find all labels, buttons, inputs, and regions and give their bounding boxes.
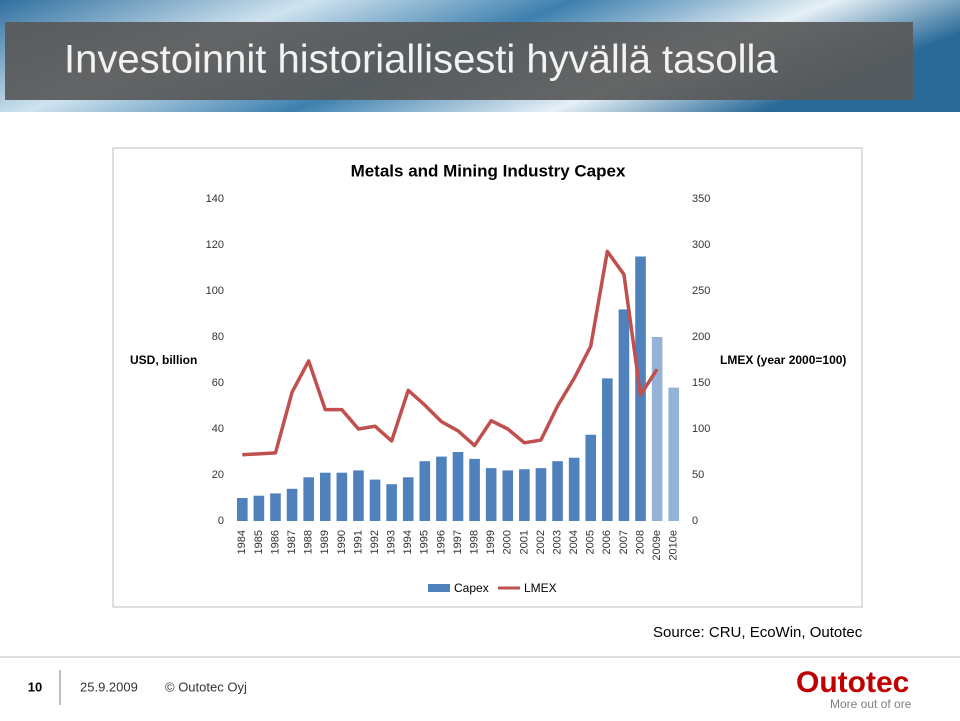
y-tick-label: 40 [212, 423, 224, 435]
y-axis-label: USD, billion [130, 353, 197, 367]
y2-tick-label: 350 [692, 193, 710, 205]
bar [270, 493, 281, 521]
x-tick-label: 1993 [386, 530, 398, 554]
y-tick-label: 0 [218, 515, 224, 527]
bar [618, 309, 630, 521]
y-tick-label: 60 [212, 377, 224, 389]
x-tick-label: 1989 [319, 530, 331, 554]
legend-label: Capex [454, 581, 489, 595]
footer-copyright: © Outotec Oyj [165, 679, 247, 694]
logo: Outotec [796, 666, 909, 699]
x-tick-label: 1985 [253, 530, 265, 554]
chart-frame [112, 147, 863, 608]
y-tick-label: 100 [206, 285, 224, 297]
legend-swatch [428, 584, 450, 592]
bar [651, 337, 663, 521]
x-tick-label: 2003 [551, 530, 563, 554]
slide-title: Investoinnit historiallisesti hyvällä ta… [64, 38, 778, 82]
x-tick-label: 2009e [651, 530, 663, 561]
line [242, 249, 659, 457]
bar [502, 470, 514, 521]
x-tick-label: 1998 [468, 530, 480, 554]
x-tick-label: 1999 [485, 530, 497, 554]
y2-tick-label: 150 [692, 377, 710, 389]
bar [452, 452, 464, 521]
x-tick-label: 1996 [435, 530, 447, 554]
x-tick-label: 2001 [518, 530, 530, 554]
y2-tick-label: 100 [692, 423, 710, 435]
bar [402, 477, 414, 521]
bar [535, 468, 547, 521]
logo-tagline: More out of ore [830, 697, 912, 711]
x-tick-label: 2007 [618, 530, 630, 554]
bar [585, 434, 597, 521]
bar [436, 456, 447, 521]
y2-tick-label: 50 [692, 469, 704, 481]
x-tick-label: 2005 [585, 530, 597, 554]
x-tick-label: 1988 [303, 530, 315, 554]
x-tick-label: 2010e [668, 530, 680, 561]
bar [353, 470, 364, 521]
bar [602, 378, 613, 521]
bar [253, 495, 265, 521]
x-tick-label: 2006 [601, 530, 613, 554]
chart-title: Metals and Mining Industry Capex [351, 161, 626, 180]
bar [419, 461, 431, 521]
y2-tick-label: 250 [692, 285, 710, 297]
y-tick-label: 140 [206, 193, 224, 205]
bar [485, 468, 497, 521]
x-tick-label: 1995 [419, 530, 431, 554]
y-tick-label: 80 [212, 331, 224, 343]
x-tick-label: 2002 [535, 530, 547, 554]
bar [668, 387, 680, 521]
source: Source: CRU, EcoWin, Outotec [653, 624, 863, 641]
x-tick-label: 1997 [452, 530, 464, 554]
x-tick-label: 1984 [236, 530, 248, 554]
y-tick-label: 120 [206, 239, 224, 251]
x-tick-label: 1986 [269, 530, 281, 554]
x-tick-label: 1994 [402, 530, 414, 554]
bar [469, 458, 480, 521]
title-box [5, 22, 913, 100]
y2-axis-label: LMEX (year 2000=100) [720, 353, 846, 367]
bar [286, 488, 298, 521]
x-tick-label: 2000 [502, 530, 514, 554]
bar [303, 477, 314, 521]
bar [336, 472, 348, 521]
bar [236, 498, 248, 521]
y2-tick-label: 200 [692, 331, 710, 343]
y2-tick-label: 0 [692, 515, 698, 527]
x-tick-label: 1987 [286, 530, 298, 554]
bar [552, 461, 563, 521]
page-number: 10 [28, 679, 42, 694]
y-tick-label: 20 [212, 469, 224, 481]
x-tick-label: 1990 [336, 530, 348, 554]
x-tick-label: 1991 [352, 530, 364, 554]
bar [319, 472, 331, 521]
footer-date: 25.9.2009 [80, 679, 138, 694]
x-tick-label: 2004 [568, 530, 580, 554]
bar [568, 457, 580, 521]
bar [386, 484, 397, 521]
x-tick-label: 1992 [369, 530, 381, 554]
x-tick-label: 2008 [634, 530, 646, 554]
bar [519, 469, 530, 521]
legend-label: LMEX [524, 581, 557, 595]
y2-tick-label: 300 [692, 239, 710, 251]
bar [369, 479, 381, 521]
